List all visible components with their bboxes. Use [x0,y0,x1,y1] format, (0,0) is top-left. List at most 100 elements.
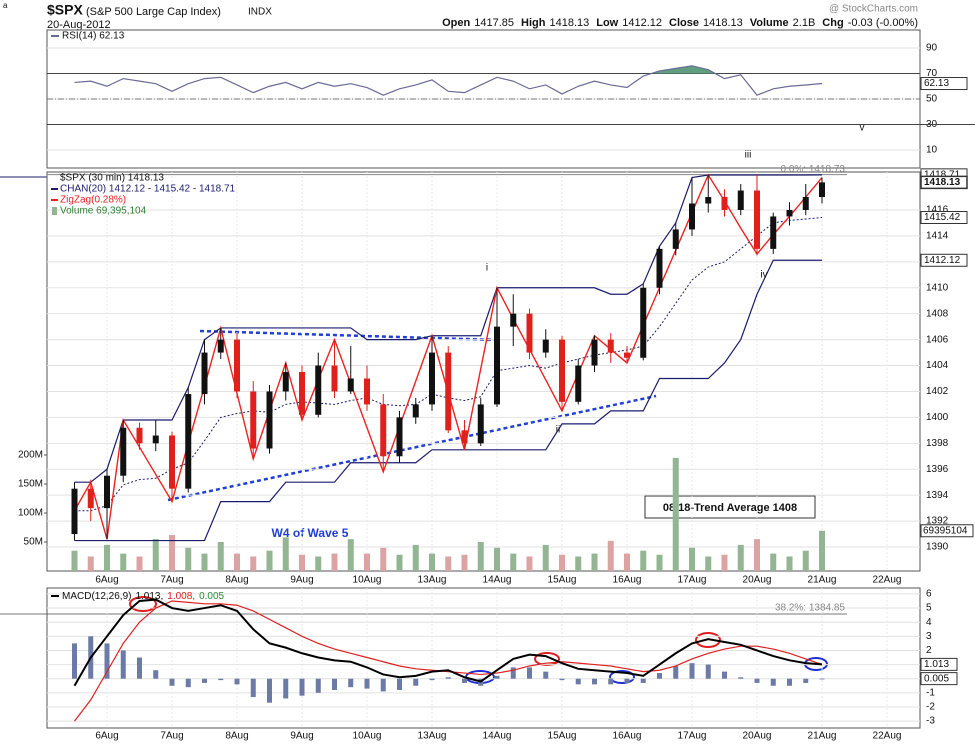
x-tick-label: 7Aug [160,731,183,742]
candle-body [770,216,777,249]
candle-body [526,313,533,353]
candle-body [672,229,679,249]
x-tick-label: 8Aug [225,575,248,586]
candle-body [136,427,143,444]
price-tag: 1412.12 [924,255,961,266]
x-tick-label: 15Aug [548,731,577,742]
x-tick-label: 20Aug [743,731,772,742]
macd-legend-name: MACD(12,26,9) [62,591,131,602]
volume-bar [510,553,517,571]
volume-bar [315,556,322,571]
y-tick-label: 1414 [926,231,949,242]
x-tick-label: 13Aug [418,575,447,586]
volume-bar [234,553,240,571]
volume-bar [185,547,192,571]
histogram-bar [218,678,224,681]
volume-tick-label: 200M [18,450,43,461]
candle-body [591,339,598,366]
y-tick-label: 1398 [926,438,949,449]
quote-value: 1418.13 [549,17,589,29]
candle-body [542,339,549,353]
volume-tick-label: 150M [18,479,43,490]
candle-body [510,313,517,327]
x-tick-label: 6Aug [95,731,118,742]
channel-upper [74,174,823,483]
volume-bar [299,554,305,571]
macd-legend-value: 0.005 [199,591,224,602]
zigzag-legend: ZigZag(0.28%) [60,195,126,206]
volume-bar [136,556,143,571]
x-tick-label: 22Aug [873,575,902,586]
price-tag-box [920,253,968,267]
y-tick-label: 1394 [926,490,949,501]
volume-bar [347,539,354,571]
legend-swatch [52,207,57,215]
histogram-bar [250,678,256,698]
y-tick-label: 1408 [926,308,949,319]
candle-body [640,287,647,358]
price-tag-box [920,175,968,190]
histogram-bar [332,678,337,690]
volume-tick-label: 50M [24,537,43,548]
volume-bar [217,542,224,571]
histogram-bar [267,678,272,703]
quote-value: 1417.85 [474,17,514,29]
date: 20-Aug-2012 [47,19,111,31]
x-tick-label: 16Aug [613,731,642,742]
candle-body [802,197,809,210]
candle-body [754,190,760,249]
volume-bar [477,542,484,571]
candle-body [364,378,370,405]
macd-tag-box [920,657,958,671]
histogram-bar [673,665,679,679]
trend-line [167,394,657,502]
histogram-bar [770,678,776,686]
candle-body [299,372,305,415]
histogram-bar [640,678,646,683]
x-tick-label: 20Aug [743,575,772,586]
price-tag-box [920,211,968,224]
histogram-bar [153,670,159,679]
histogram-bar [445,677,451,679]
histogram-bar [429,678,435,681]
candle-body [315,365,322,415]
volume-bar [169,535,175,571]
y-tick-label: 5 [926,603,932,614]
y-tick-label: -3 [926,716,935,727]
volume-bar [266,550,273,571]
volume-bar [429,553,435,571]
y-tick-label: -1 [926,687,935,698]
price-tag: 1415.42 [924,212,961,223]
trend-line [199,329,499,342]
rsi-tag: 62.13 [924,78,949,89]
candle-body [656,248,663,288]
macd-legend: MACD(12,26,9) 1.013, 1.008, 0.005 [62,591,225,602]
exchange: INDX [248,7,272,18]
histogram-bar [705,664,711,679]
histogram-bar [72,643,77,679]
candle-body [169,435,175,489]
rsi-legend: RSI(14) 62.13 [62,31,125,42]
macd-legend-value: 1.008, [167,591,195,602]
histogram-bar [754,678,760,683]
histogram-bar [397,678,402,690]
macd-line [73,598,823,687]
volume-bar [87,556,94,571]
price-tag: 1418.71 [924,169,961,180]
quote-label: Chg [822,17,843,29]
candle-body [445,352,452,431]
histogram-bar [819,678,825,680]
candle-body [87,488,94,509]
candle-body [217,339,224,353]
volume-bar [396,554,403,571]
y-tick-label: 50 [926,94,938,105]
macd-panel [46,587,921,729]
volume-bar [721,554,728,571]
volume-bar [526,556,533,571]
x-tick-label: 10Aug [353,731,382,742]
candle-body [477,404,484,444]
histogram-bar [185,678,191,688]
rsi-line [74,65,823,96]
candle-body [71,488,78,535]
